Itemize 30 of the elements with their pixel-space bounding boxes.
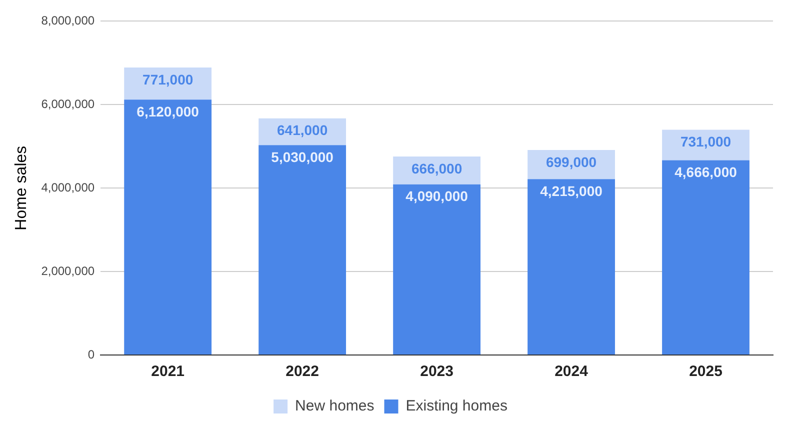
y-tick-label: 0: [88, 347, 95, 362]
x-tick-label: 2021: [151, 363, 185, 380]
y-tick-label: 8,000,000: [41, 14, 95, 28]
bar: [662, 160, 750, 354]
data-label: 5,030,000: [271, 148, 334, 165]
bar: [393, 184, 480, 354]
data-label: 699,000: [546, 154, 597, 170]
legend-label: New homes: [295, 398, 374, 415]
x-tick-label: 2024: [554, 363, 589, 380]
bar: [258, 145, 346, 354]
bar: [662, 130, 750, 160]
legend-label: Existing homes: [406, 398, 508, 415]
y-tick-label: 4,000,000: [41, 180, 95, 194]
bar: [528, 179, 615, 354]
x-tick-label: 2022: [286, 363, 319, 380]
data-label: 6,120,000: [136, 104, 200, 120]
y-axis-title: Home sales: [13, 146, 30, 230]
bar: [124, 67, 212, 100]
data-label: 771,000: [142, 71, 194, 88]
data-label: 4,215,000: [540, 182, 603, 199]
x-tick-label: 2023: [420, 363, 454, 380]
data-label: 731,000: [680, 134, 732, 150]
x-tick-label: 2025: [689, 363, 722, 380]
data-label: 641,000: [277, 122, 328, 138]
data-label: 4,090,000: [406, 188, 468, 204]
data-label: 666,000: [411, 160, 462, 176]
data-label: 4,666,000: [674, 164, 738, 180]
y-tick-label: 2,000,000: [41, 264, 95, 278]
y-tick-label: 6,000,000: [41, 96, 95, 111]
bar: [124, 100, 212, 354]
